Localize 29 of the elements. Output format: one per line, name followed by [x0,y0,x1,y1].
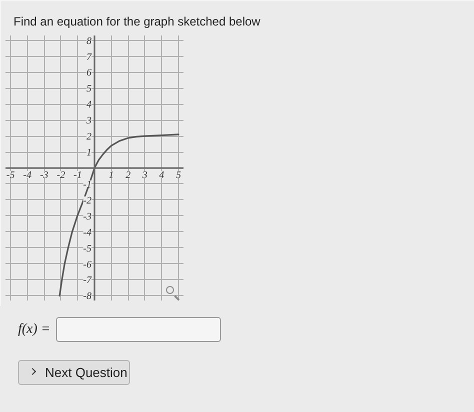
y-tick-label: 3 [86,116,92,127]
x-tick-label: -1 [74,170,82,181]
y-tick-label: -7 [83,275,92,286]
text: f(x) = [18,321,50,339]
x-tick-label: -4 [23,170,32,181]
y-tick-label: -6 [83,259,92,270]
y-tick-label: -8 [83,291,92,302]
y-tick-label: -5 [83,243,92,254]
x-tick-label: 5 [176,170,181,181]
x-tick-label: -3 [40,170,48,181]
y-tick-label: -4 [83,227,92,238]
x-tick-label: -2 [56,170,66,181]
y-tick-label: 5 [86,84,92,95]
x-tick-label: 1 [108,170,114,181]
y-tick-label: 2 [86,132,92,143]
text: Next Question [45,364,128,381]
chart-title: Find an equation for the graph sketched below [14,14,261,28]
y-tick-label: 1 [86,148,92,159]
y-tick-label: -3 [83,211,92,222]
x-tick-label: -5 [6,170,15,181]
y-tick-label: 4 [86,100,92,111]
x-tick-label: 2 [126,170,131,181]
y-tick-label: -2 [83,195,92,206]
y-tick-label: 7 [86,52,92,63]
x-tick-label: 3 [141,170,148,181]
x-tick-label: 4 [159,170,164,181]
y-tick-label: 6 [86,68,92,79]
y-tick-label: -1 [83,179,92,190]
y-tick-label: 8 [86,36,92,47]
